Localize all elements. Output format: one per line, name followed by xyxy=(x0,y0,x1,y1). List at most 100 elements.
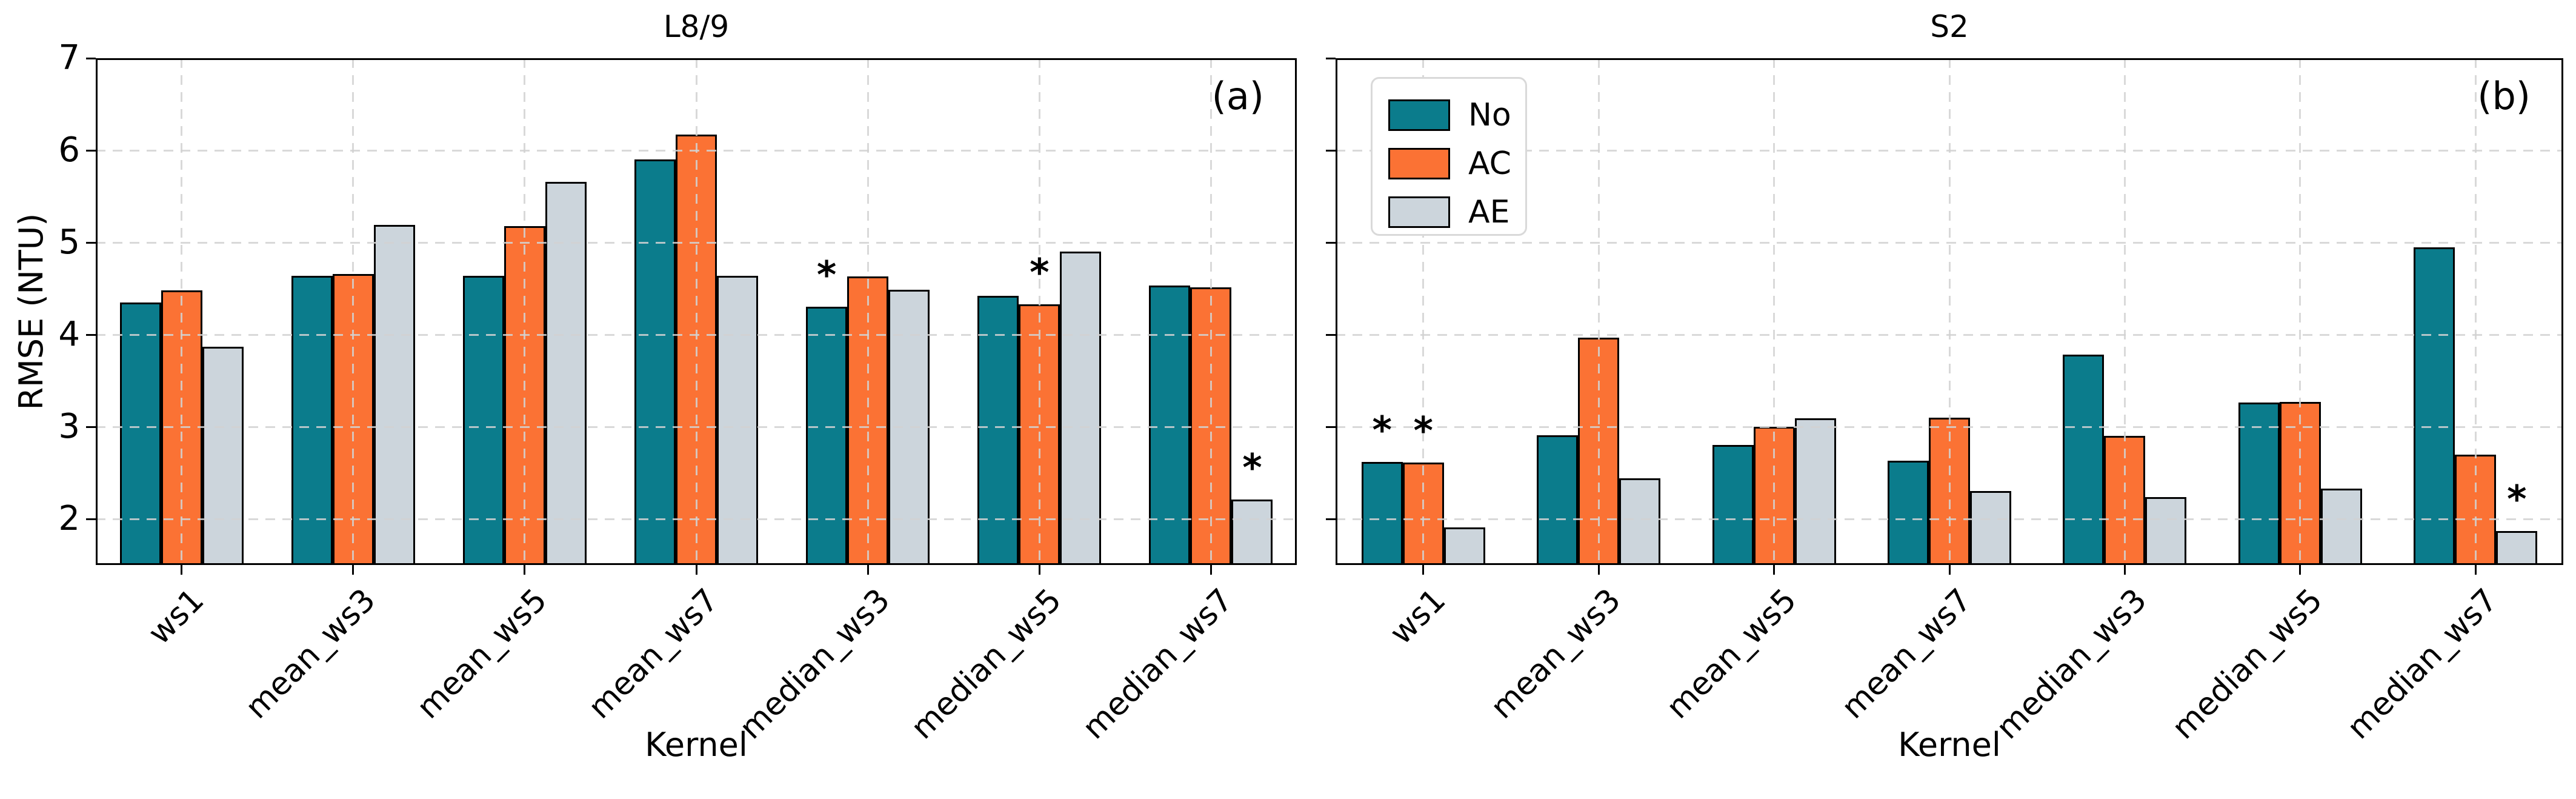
gridline-x xyxy=(2123,58,2126,565)
x-axis-label: Kernel xyxy=(645,726,748,764)
legend-swatch-ae xyxy=(1388,196,1450,228)
panel-title: L8/9 xyxy=(663,9,730,44)
significance-asterisk: * xyxy=(2507,476,2527,521)
x-tick-mark xyxy=(2123,565,2126,575)
bar-l89-mean_ws7-no xyxy=(634,159,676,565)
legend: No AC AE xyxy=(1371,77,1527,236)
bar-l89-ws1-no xyxy=(119,302,161,565)
x-tick-label: median_ws5 xyxy=(2165,581,2330,747)
y-tick-label: 7 xyxy=(58,38,80,78)
panel-a-plot-area xyxy=(96,58,1297,565)
y-tick-mark xyxy=(1326,241,1336,244)
gridline-x xyxy=(695,58,697,565)
legend-swatch-ac xyxy=(1388,148,1450,179)
x-tick-mark xyxy=(695,565,697,575)
gridline-y xyxy=(1336,149,2563,152)
legend-label: AC xyxy=(1468,145,1511,182)
gridline-y xyxy=(96,149,1297,152)
gridline-x xyxy=(1038,58,1040,565)
x-tick-label: mean_ws3 xyxy=(238,581,383,726)
gridline-y xyxy=(1336,426,2563,428)
x-tick-label: mean_ws3 xyxy=(1483,581,1628,726)
gridline-x xyxy=(867,58,869,565)
y-tick-label: 3 xyxy=(58,407,80,446)
x-tick-label: median_ws5 xyxy=(904,581,1069,747)
gridline-x xyxy=(2299,58,2301,565)
legend-item-ae: AE xyxy=(1388,188,1510,236)
bar-l89-mean_ws7-ae xyxy=(717,275,758,565)
significance-asterisk: * xyxy=(1242,446,1262,490)
gridline-x xyxy=(2474,58,2477,565)
gridline-x xyxy=(1597,58,1600,565)
legend-swatch-no xyxy=(1388,99,1450,131)
gridline-y xyxy=(1336,241,2563,244)
x-tick-label: mean_ws7 xyxy=(581,581,726,726)
gridline-y xyxy=(96,518,1297,520)
y-tick-mark xyxy=(1326,518,1336,520)
significance-asterisk: * xyxy=(1372,407,1392,452)
panel-corner-label: (b) xyxy=(2477,74,2531,118)
panel-title: S2 xyxy=(1930,9,1969,44)
x-tick-mark xyxy=(2474,565,2477,575)
x-tick-mark xyxy=(524,565,526,575)
x-tick-label: ws1 xyxy=(1382,581,1453,652)
bar-s2-mean_ws7-no xyxy=(1888,461,1929,565)
x-tick-label: median_ws7 xyxy=(2340,581,2505,747)
gridline-x xyxy=(1773,58,1776,565)
x-tick-mark xyxy=(1948,565,1951,575)
legend-item-no: No xyxy=(1388,91,1511,139)
bar-l89-median_ws5-ae xyxy=(1060,252,1102,565)
y-tick-label: 6 xyxy=(58,130,80,170)
gridline-y xyxy=(96,333,1297,336)
gridline-x xyxy=(1210,58,1212,565)
x-tick-label: ws1 xyxy=(141,581,211,652)
bar-s2-median_ws3-no xyxy=(2063,355,2105,565)
significance-asterisk: * xyxy=(816,253,837,298)
gridline-x xyxy=(1948,58,1951,565)
x-tick-mark xyxy=(1422,565,1425,575)
legend-label: AE xyxy=(1468,194,1510,230)
bar-l89-mean_ws5-ae xyxy=(545,181,587,565)
y-tick-label: 4 xyxy=(58,315,80,354)
bar-s2-ws1-ae xyxy=(1443,527,1485,565)
x-tick-mark xyxy=(1773,565,1776,575)
bar-l89-mean_ws3-no xyxy=(291,275,333,565)
x-tick-mark xyxy=(867,565,869,575)
y-tick-mark xyxy=(86,333,96,336)
bar-s2-median_ws7-no xyxy=(2414,247,2455,565)
bar-s2-median_ws5-ae xyxy=(2320,488,2362,565)
x-tick-label: mean_ws5 xyxy=(410,581,554,726)
gridline-y xyxy=(1336,333,2563,336)
bar-l89-mean_ws3-ae xyxy=(373,225,415,565)
y-tick-mark xyxy=(1326,57,1336,59)
panel-b-plot-area xyxy=(1336,58,2563,565)
x-tick-mark xyxy=(1038,565,1040,575)
x-tick-label: median_ws3 xyxy=(1989,581,2154,747)
significance-asterisk: * xyxy=(1030,250,1050,295)
bar-l89-ws1-ae xyxy=(202,346,244,565)
x-tick-mark xyxy=(181,565,183,575)
x-tick-mark xyxy=(352,565,354,575)
bar-s2-mean_ws5-ae xyxy=(1794,418,1836,565)
gridline-x xyxy=(1422,58,1425,565)
x-tick-mark xyxy=(1210,565,1212,575)
bar-l89-median_ws3-no xyxy=(806,307,848,565)
x-axis-label: Kernel xyxy=(1898,726,2001,764)
bar-s2-mean_ws3-no xyxy=(1537,435,1579,565)
legend-item-ac: AC xyxy=(1388,139,1511,188)
x-tick-label: median_ws3 xyxy=(733,581,897,747)
y-tick-mark xyxy=(86,241,96,244)
y-tick-label: 5 xyxy=(58,222,80,262)
panel-corner-label: (a) xyxy=(1211,74,1264,118)
x-tick-mark xyxy=(2299,565,2301,575)
gridline-y xyxy=(96,241,1297,244)
y-axis-label: RMSE (NTU) xyxy=(12,213,50,410)
bar-s2-mean_ws3-ae xyxy=(1619,478,1661,565)
significance-asterisk: * xyxy=(1413,409,1433,453)
x-tick-label: mean_ws7 xyxy=(1834,581,1979,726)
y-tick-mark xyxy=(86,149,96,152)
y-tick-mark xyxy=(1326,333,1336,336)
gridline-y xyxy=(96,426,1297,428)
bar-s2-median_ws3-ae xyxy=(2145,496,2187,565)
